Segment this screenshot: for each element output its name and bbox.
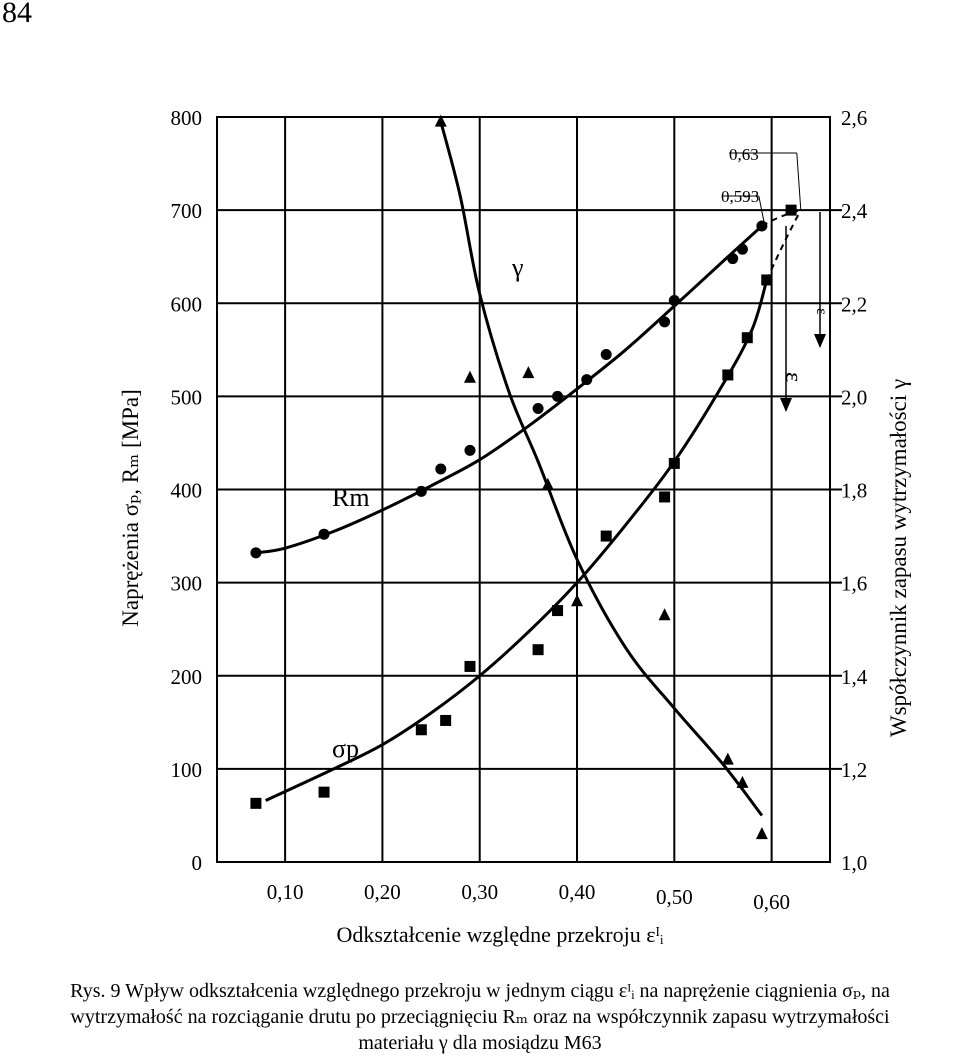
y-left-tick-label: 800 bbox=[171, 106, 203, 130]
x-tick-label: 0,50 bbox=[656, 885, 693, 909]
sigma-point bbox=[552, 605, 564, 617]
rm-point bbox=[532, 402, 544, 414]
sigma-point bbox=[440, 714, 452, 726]
x-tick-label: 0,10 bbox=[267, 880, 304, 904]
y-right-tick-label: 1,0 bbox=[841, 851, 867, 875]
y-right-tick-label: 2,0 bbox=[841, 385, 867, 409]
fit-curve-circle bbox=[255, 224, 763, 555]
caption-line-1: Rys. 9 Wpływ odkształcenia względnego pr… bbox=[70, 980, 890, 1002]
rm-point bbox=[727, 253, 739, 265]
gamma-point bbox=[522, 366, 535, 379]
tick-labels: 0,10 0,20 0,30 0,40 0,50 0,60 0 1,0 100 1,2 200 1,4… bbox=[171, 106, 868, 914]
annotation-lines bbox=[723, 152, 826, 412]
y-right-tick-label: 1,2 bbox=[841, 758, 867, 782]
x-tick-label: 0,20 bbox=[364, 880, 401, 904]
sigma-point bbox=[318, 786, 330, 798]
sigma-point bbox=[761, 274, 773, 286]
sigma-point bbox=[532, 644, 544, 656]
gamma-point bbox=[736, 775, 749, 788]
chart: 0,10 0,20 0,30 0,40 0,50 0,60 0 1,0 100 1,2 200 1,4… bbox=[118, 106, 911, 947]
sigma-point bbox=[668, 457, 680, 469]
caption-line-3: materiału γ dla mosiądzu M63 bbox=[358, 1032, 602, 1054]
sigma-point bbox=[600, 530, 612, 542]
gamma-point bbox=[463, 370, 476, 383]
epsilon-label-2: ε bbox=[813, 308, 830, 315]
sigma-point bbox=[659, 491, 671, 503]
y-right-tick-label: 2,2 bbox=[841, 292, 867, 316]
y-left-tick-label: 300 bbox=[171, 572, 203, 596]
gamma-point bbox=[658, 608, 671, 621]
y-left-tick-label: 100 bbox=[171, 758, 203, 782]
dashed-sigma-extension bbox=[765, 209, 802, 281]
figure-caption: Rys. 9 Wpływ odkształcenia względnego pr… bbox=[0, 978, 960, 1056]
x-tick-label: 0,40 bbox=[559, 880, 596, 904]
epsilon-arrow-1-head bbox=[780, 398, 792, 412]
x-tick-label: 0,60 bbox=[753, 890, 790, 914]
data-points bbox=[250, 114, 797, 840]
y-axis-label-right: Współczynnik zapasu wytrzymałości γ bbox=[886, 379, 911, 737]
sigma-point bbox=[741, 332, 753, 344]
leader-line-063b bbox=[796, 152, 802, 211]
x-tick-label: 0,30 bbox=[461, 880, 498, 904]
y-right-tick-label: 1,8 bbox=[841, 479, 867, 503]
rm-point bbox=[552, 390, 564, 402]
marker-label-063: 0,63 bbox=[729, 145, 759, 164]
y-left-tick-label: 700 bbox=[171, 199, 203, 223]
rm-point bbox=[464, 444, 476, 456]
rm-point bbox=[600, 348, 612, 360]
y-right-tick-label: 2,6 bbox=[841, 106, 867, 130]
rm-point bbox=[659, 316, 671, 328]
gamma-point bbox=[434, 114, 447, 127]
gamma-point bbox=[571, 594, 584, 607]
fit-curves bbox=[255, 121, 769, 817]
sigma-curve-label: σp bbox=[332, 734, 359, 763]
rm-point bbox=[668, 294, 680, 306]
y-right-tick-label: 1,6 bbox=[841, 572, 867, 596]
y-axis-label-left: Naprężenia σₚ, Rₘ [MPa] bbox=[118, 389, 143, 627]
y-right-tick-label: 2,4 bbox=[841, 199, 868, 223]
rm-point bbox=[435, 463, 447, 475]
x-axis-label: Odkształcenie względne przekroju εᴵᵢ bbox=[337, 922, 664, 947]
caption-line-2: wytrzymałość na rozciąganie drutu po prz… bbox=[70, 1006, 890, 1028]
sigma-point bbox=[464, 660, 476, 672]
sigma-point bbox=[415, 724, 427, 736]
sigma-point bbox=[785, 204, 797, 216]
epsilon-label-1: ε bbox=[780, 372, 806, 382]
rm-point bbox=[756, 220, 768, 232]
gamma-point bbox=[721, 752, 734, 765]
sigma-point bbox=[722, 369, 734, 381]
rm-point bbox=[415, 485, 427, 497]
rm-curve-label: Rm bbox=[332, 483, 370, 512]
rm-point bbox=[581, 374, 593, 386]
gamma-point bbox=[541, 477, 554, 490]
sigma-point bbox=[250, 797, 262, 809]
y-right-tick-label: 1,4 bbox=[841, 665, 868, 689]
fit-curve-triangle bbox=[439, 121, 764, 817]
fit-curve-square bbox=[265, 279, 769, 802]
chart-grid bbox=[216, 116, 842, 863]
y-left-tick-label: 500 bbox=[171, 385, 203, 409]
y-left-tick-label: 0 bbox=[192, 851, 203, 875]
rm-point bbox=[736, 243, 748, 255]
gamma-curve-label: γ bbox=[511, 253, 524, 282]
page-number: 84 bbox=[2, 0, 32, 29]
gamma-point bbox=[755, 827, 768, 840]
y-left-tick-label: 200 bbox=[171, 665, 203, 689]
rm-point bbox=[250, 547, 262, 559]
marker-label-0593: 0,593 bbox=[721, 187, 759, 206]
rm-point bbox=[318, 528, 330, 540]
y-left-tick-label: 600 bbox=[171, 292, 203, 316]
y-left-tick-label: 400 bbox=[171, 479, 203, 503]
epsilon-arrow-2-head bbox=[814, 334, 826, 348]
